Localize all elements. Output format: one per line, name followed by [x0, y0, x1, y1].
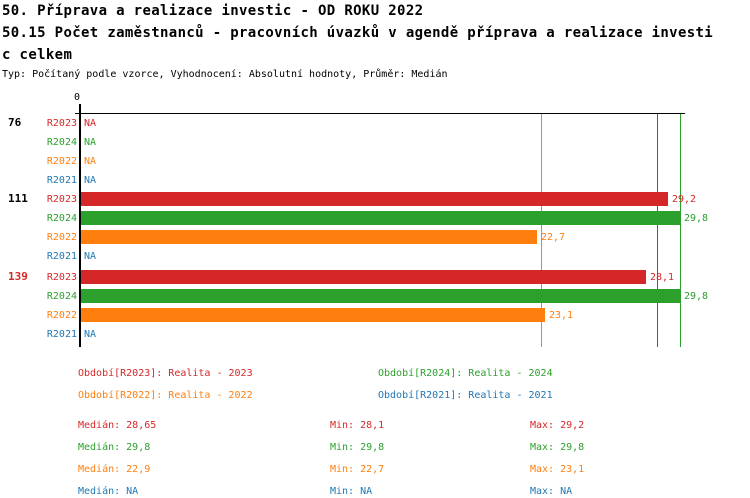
group-label-139: 139 — [8, 270, 28, 283]
stat-max: Max: 29,8 — [530, 442, 585, 453]
stat-max: Max: 23,1 — [530, 464, 585, 475]
series-label-r2021: R2021 — [46, 251, 77, 262]
stat-median: Medián: 22,9 — [78, 464, 151, 475]
na-value-label: NA — [84, 329, 97, 340]
legend-item-r2023: Období[R2023]: Realita - 2023 — [78, 368, 253, 379]
legend-item-r2021: Období[R2021]: Realita - 2021 — [378, 390, 553, 401]
x-axis-line — [75, 113, 685, 114]
chart-meta-line: Typ: Počítaný podle vzorce, Vyhodnocení:… — [2, 69, 448, 80]
legend-item-r2022: Období[R2022]: Realita - 2022 — [78, 390, 253, 401]
stat-median: Medián: NA — [78, 486, 139, 497]
median-gridline-r2022 — [541, 114, 542, 347]
bar-r2024-group-139 — [81, 289, 680, 303]
na-value-label: NA — [84, 251, 97, 262]
stat-min: Min: 29,8 — [330, 442, 385, 453]
bar-value-label: 29,8 — [684, 291, 709, 302]
series-label-r2022: R2022 — [46, 156, 77, 167]
series-label-r2024: R2024 — [46, 213, 77, 224]
x-axis-tick-zero: 0 — [74, 92, 81, 103]
chart-title-line1: 50. Příprava a realizace investic - OD R… — [2, 3, 424, 19]
bar-r2024-group-111 — [81, 211, 680, 225]
series-label-r2021: R2021 — [46, 329, 77, 340]
bar-value-label: 29,2 — [672, 194, 697, 205]
series-label-r2024: R2024 — [46, 291, 77, 302]
stat-min: Min: 22,7 — [330, 464, 385, 475]
stat-min: Min: NA — [330, 486, 373, 497]
series-label-r2022: R2022 — [46, 232, 77, 243]
stat-median: Medián: 28,65 — [78, 420, 157, 431]
na-value-label: NA — [84, 137, 97, 148]
series-label-r2023: R2023 — [46, 194, 77, 205]
chart-title-line3: c celkem — [2, 47, 73, 63]
bar-r2023-group-111 — [81, 192, 668, 206]
bar-r2022-group-111 — [81, 230, 537, 244]
group-label-76: 76 — [8, 116, 22, 129]
series-label-r2022: R2022 — [46, 310, 77, 321]
median-gridline-r2023 — [657, 114, 658, 347]
bar-r2023-group-139 — [81, 270, 646, 284]
na-value-label: NA — [84, 175, 97, 186]
bar-value-label: 28,1 — [650, 272, 675, 283]
stat-max: Max: 29,2 — [530, 420, 585, 431]
group-label-111: 111 — [8, 192, 28, 205]
y-axis-line — [79, 104, 81, 347]
chart-title-line2: 50.15 Počet zaměstnanců - pracovních úva… — [2, 25, 714, 41]
bar-value-label: 29,8 — [684, 213, 709, 224]
na-value-label: NA — [84, 156, 97, 167]
stat-max: Max: NA — [530, 486, 573, 497]
legend-item-r2024: Období[R2024]: Realita - 2024 — [378, 368, 553, 379]
bar-value-label: 23,1 — [549, 310, 574, 321]
na-value-label: NA — [84, 118, 97, 129]
series-label-r2024: R2024 — [46, 137, 77, 148]
series-label-r2023: R2023 — [46, 272, 77, 283]
bar-r2022-group-139 — [81, 308, 545, 322]
stat-min: Min: 28,1 — [330, 420, 385, 431]
series-label-r2023: R2023 — [46, 118, 77, 129]
series-label-r2021: R2021 — [46, 175, 77, 186]
stat-median: Medián: 29,8 — [78, 442, 151, 453]
median-gridline-r2024 — [680, 114, 681, 347]
bar-value-label: 22,7 — [541, 232, 566, 243]
